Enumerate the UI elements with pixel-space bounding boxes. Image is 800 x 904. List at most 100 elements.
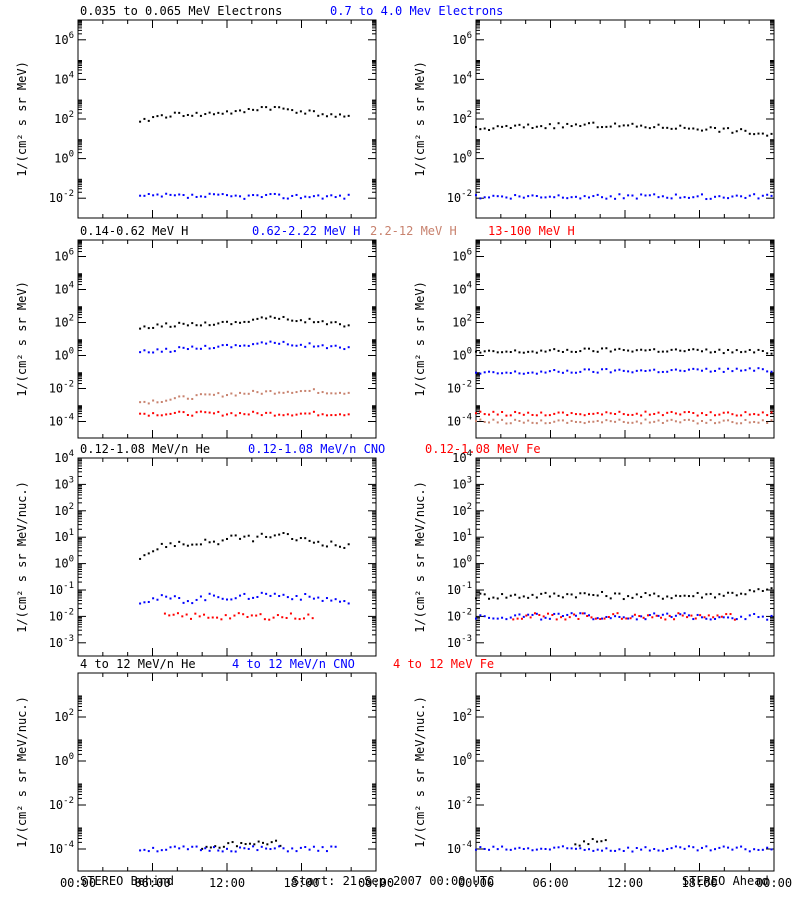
data-point xyxy=(347,391,350,394)
data-point xyxy=(548,195,551,198)
data-point xyxy=(553,127,556,130)
data-point xyxy=(147,119,150,122)
data-point xyxy=(692,412,695,415)
data-point xyxy=(770,848,773,851)
y-tick-label: 104 xyxy=(452,281,472,297)
data-point xyxy=(642,616,645,619)
data-point xyxy=(653,193,656,196)
data-point xyxy=(770,587,773,590)
data-point xyxy=(244,843,247,846)
data-point xyxy=(256,595,259,598)
data-point xyxy=(566,847,569,850)
data-point xyxy=(614,615,617,618)
y-tick-label: 100 xyxy=(54,752,74,768)
data-point xyxy=(230,598,233,601)
data-point xyxy=(757,588,760,591)
y-tick-label: 103 xyxy=(452,475,472,491)
data-point xyxy=(544,591,547,594)
data-point xyxy=(299,319,302,322)
data-point xyxy=(718,348,721,351)
data-point xyxy=(744,350,747,353)
data-point xyxy=(272,616,275,619)
data-point xyxy=(709,849,712,852)
data-point xyxy=(674,127,677,130)
data-point xyxy=(518,195,521,198)
data-point xyxy=(286,343,289,346)
data-point xyxy=(583,612,586,615)
data-point xyxy=(514,593,517,596)
data-point xyxy=(204,113,207,116)
data-point xyxy=(143,117,146,120)
data-point xyxy=(260,591,263,594)
data-point xyxy=(579,124,582,127)
data-point xyxy=(501,593,504,596)
data-point xyxy=(330,113,333,116)
data-point xyxy=(687,614,690,617)
data-point xyxy=(169,597,172,600)
data-point xyxy=(509,616,512,619)
data-point xyxy=(208,849,211,852)
data-point xyxy=(239,846,242,849)
data-point xyxy=(147,552,150,555)
x-tick-label: 18:00 xyxy=(283,876,319,890)
data-point xyxy=(761,615,764,618)
data-point xyxy=(735,130,738,133)
data-point xyxy=(143,194,146,197)
data-point xyxy=(321,113,324,116)
data-point xyxy=(644,618,647,621)
data-point xyxy=(761,419,764,422)
data-point xyxy=(176,612,179,615)
data-point xyxy=(330,194,333,197)
data-point xyxy=(317,345,320,348)
data-point xyxy=(178,111,181,114)
data-point xyxy=(644,418,647,421)
data-point xyxy=(268,618,271,621)
data-point xyxy=(631,421,634,424)
data-point xyxy=(501,372,504,375)
data-point xyxy=(731,848,734,851)
data-point xyxy=(256,535,259,538)
data-point xyxy=(520,617,523,620)
data-point xyxy=(295,111,298,114)
data-point xyxy=(201,847,204,850)
data-point xyxy=(748,132,751,135)
data-point xyxy=(230,323,233,326)
y-tick-label: 100 xyxy=(54,347,74,363)
data-point xyxy=(618,347,621,350)
data-point xyxy=(718,593,721,596)
data-point xyxy=(291,537,294,540)
data-point xyxy=(609,597,612,600)
data-point xyxy=(501,845,504,848)
data-point xyxy=(492,418,495,421)
data-point xyxy=(627,124,630,127)
data-point xyxy=(705,845,708,848)
data-point xyxy=(609,125,612,128)
data-point xyxy=(657,196,660,199)
data-point xyxy=(488,597,491,600)
y-axis-label: 1/(cm² s sr MeV) xyxy=(15,61,29,177)
data-point xyxy=(178,410,181,413)
data-point xyxy=(250,614,253,617)
data-point xyxy=(564,618,567,621)
data-point xyxy=(347,114,350,117)
y-tick-label: 10-3 xyxy=(447,634,472,650)
data-point xyxy=(635,412,638,415)
data-point xyxy=(592,370,595,373)
panel-title: 0.12-1.08 MeV Fe xyxy=(425,442,541,456)
data-point xyxy=(308,389,311,392)
data-point xyxy=(709,370,712,373)
data-point xyxy=(744,129,747,132)
data-point xyxy=(195,195,198,198)
data-point xyxy=(234,394,237,397)
panel-title: 0.12-1.08 MeV/n CNO xyxy=(248,442,385,456)
data-point xyxy=(627,194,630,197)
panel-title: 13-100 MeV H xyxy=(488,224,575,238)
data-point xyxy=(172,613,175,616)
data-point xyxy=(239,537,242,540)
data-point xyxy=(252,845,255,848)
data-point xyxy=(488,421,491,424)
data-point xyxy=(226,394,228,397)
data-point xyxy=(674,420,677,423)
data-point xyxy=(696,368,699,371)
data-point xyxy=(239,594,242,597)
